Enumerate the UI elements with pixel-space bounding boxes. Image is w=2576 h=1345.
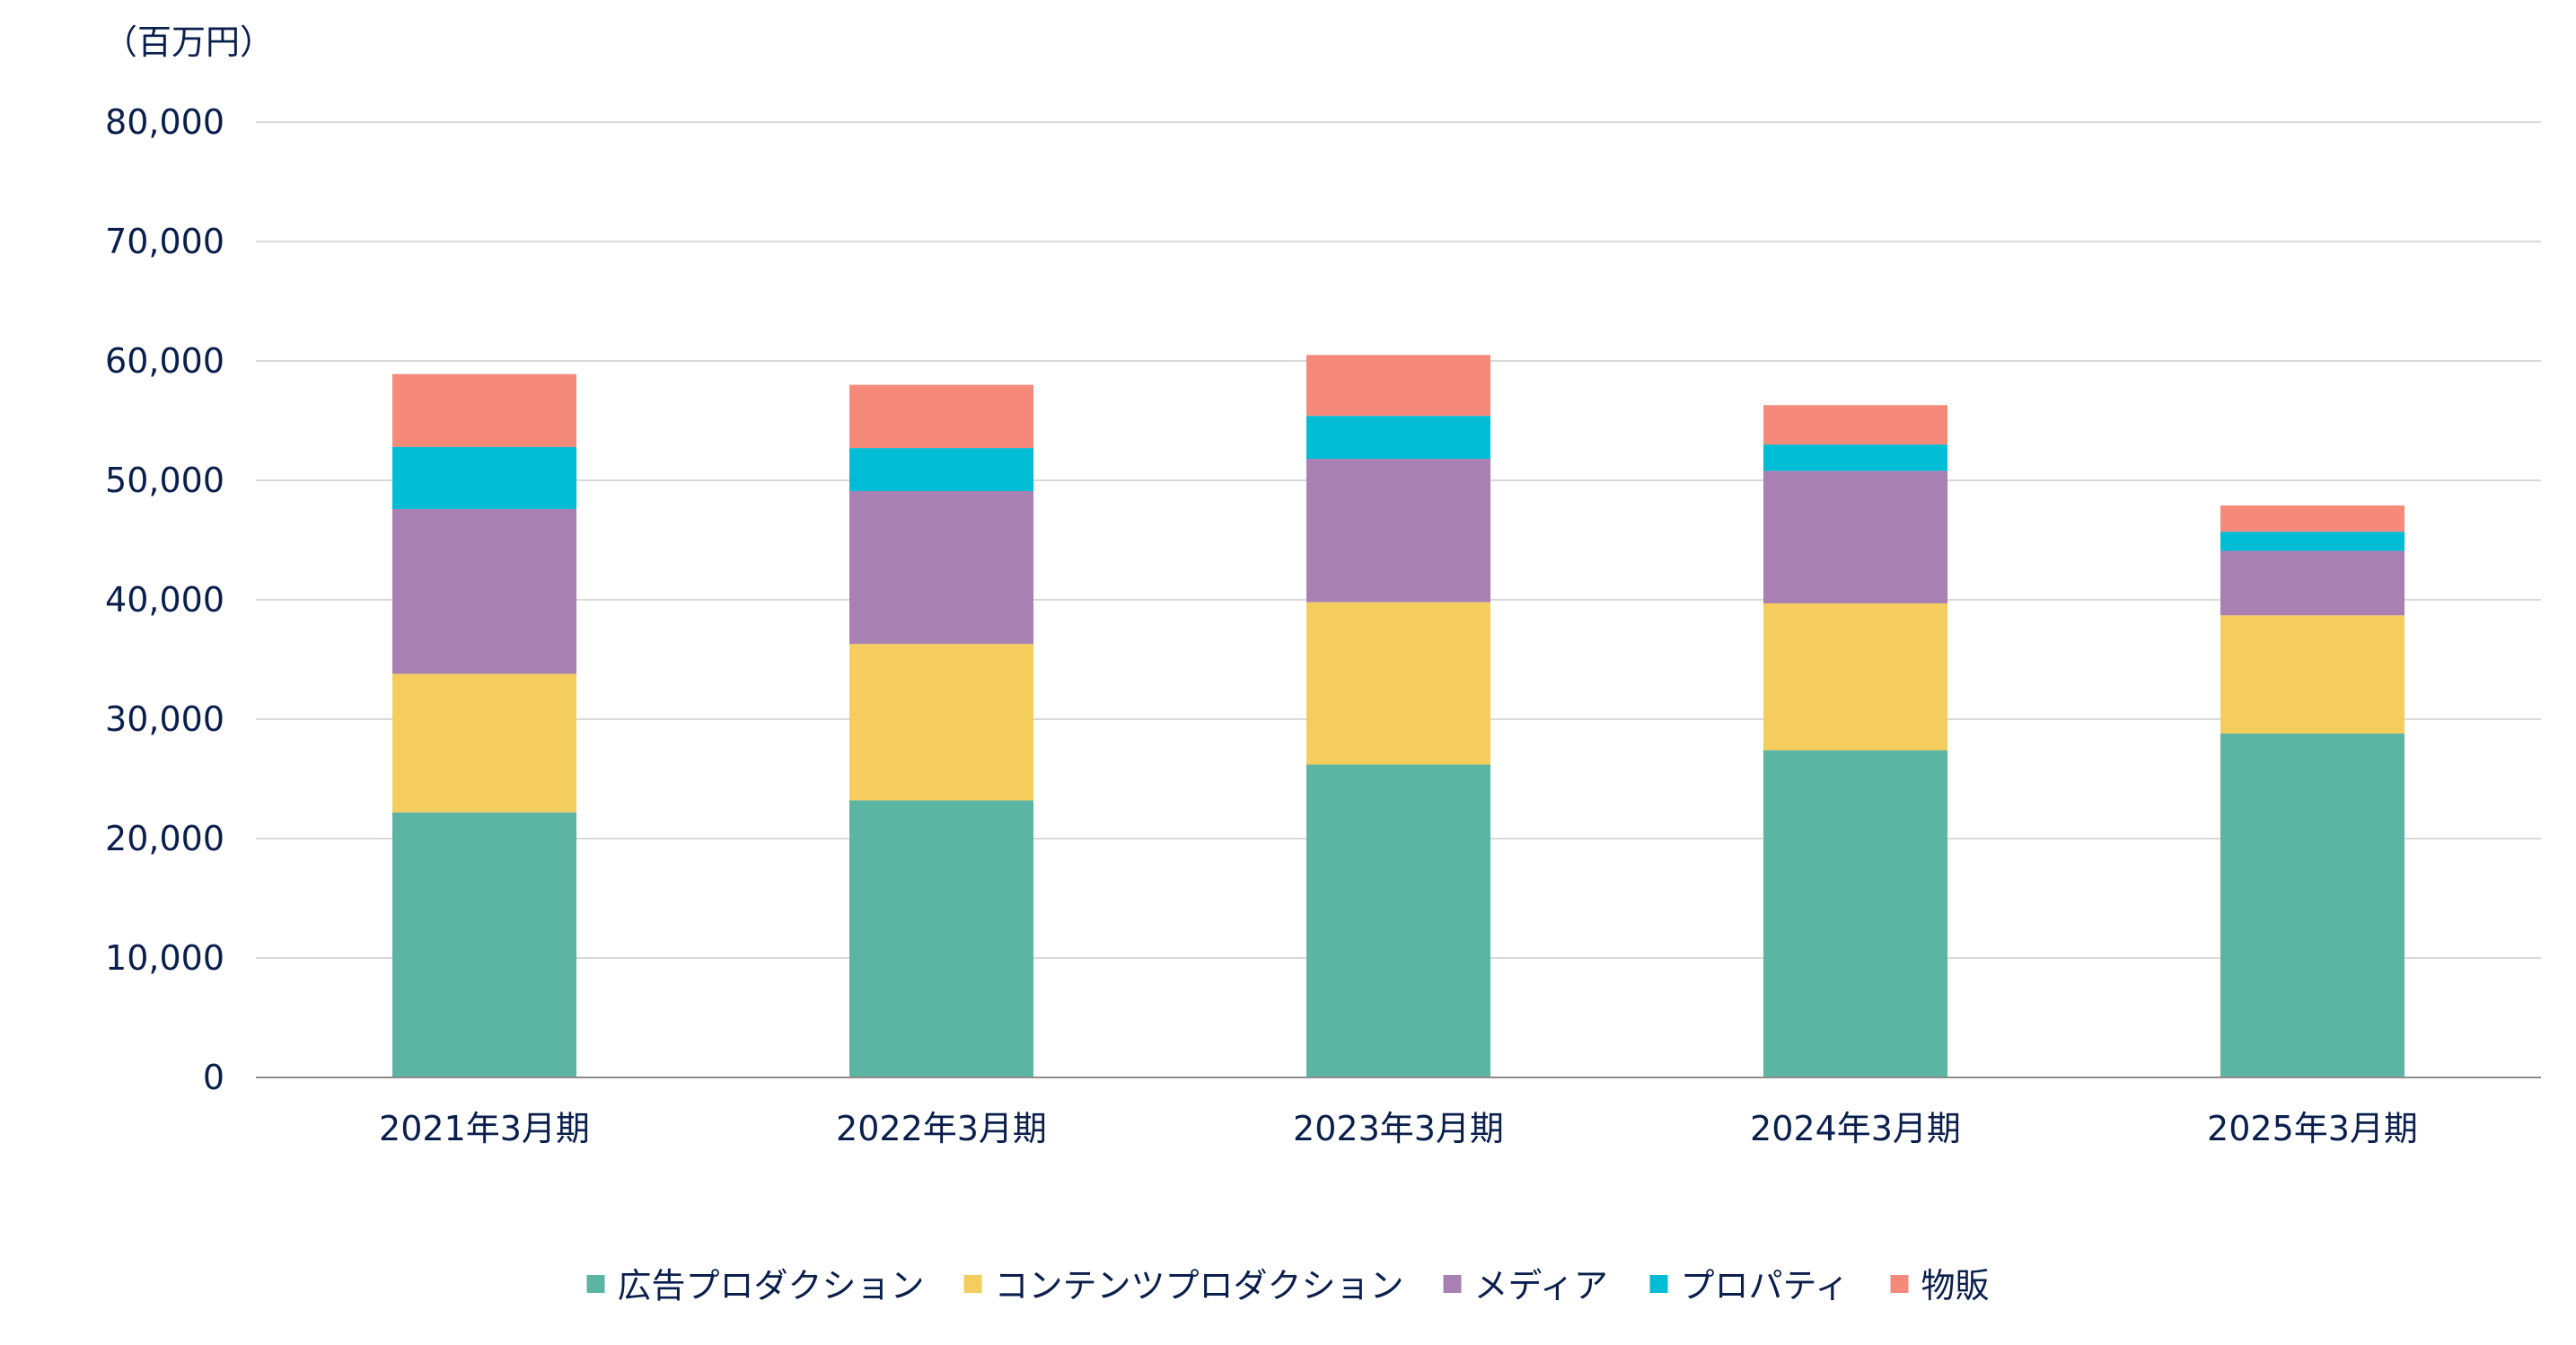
y-tick-label: 70,000 <box>105 222 224 261</box>
bar-stack <box>2220 505 2405 1077</box>
bar-segment <box>1306 355 1490 417</box>
legend: 広告プロダクション コンテンツプロダクション メディア プロパティ 物販 <box>586 1266 1990 1305</box>
bar-segment <box>849 644 1033 801</box>
legend-item: プロパティ <box>1649 1266 1850 1305</box>
bar-segment <box>1763 444 1947 471</box>
bar-segment <box>392 508 576 674</box>
bar-segment <box>1306 764 1490 1077</box>
bar-segment <box>2220 733 2405 1077</box>
bar-stack <box>849 384 1033 1077</box>
bar-segment <box>849 384 1033 449</box>
x-tick-label: 2025年3月期 <box>2207 1109 2418 1148</box>
bar-segment <box>1763 602 1947 751</box>
x-tick-label: 2022年3月期 <box>836 1109 1047 1148</box>
bar-segment <box>392 812 576 1077</box>
legend-label: メディア <box>1474 1266 1608 1305</box>
bar-segment <box>2220 550 2405 616</box>
legend-swatch <box>963 1275 982 1293</box>
bar-segment <box>392 673 576 813</box>
legend-label: 物販 <box>1921 1266 1990 1305</box>
legend-swatch <box>1890 1275 1909 1293</box>
legend-item: 広告プロダクション <box>586 1266 925 1305</box>
bar-segment <box>2220 532 2405 551</box>
bar-segment <box>1763 470 1947 603</box>
legend-item: コンテンツプロダクション <box>963 1266 1404 1305</box>
bar-segment <box>1306 416 1490 460</box>
legend-label: プロパティ <box>1681 1266 1850 1305</box>
bar-segment <box>1306 459 1490 602</box>
bar-segment <box>1763 750 1947 1077</box>
x-axis-tick-labels: 2021年3月期 2022年3月期 2023年3月期 2024年3月期 2025年3月期 <box>379 1109 2418 1148</box>
y-tick-label: 30,000 <box>105 699 224 739</box>
bar-stack <box>1763 405 1947 1077</box>
legend-label: コンテンツプロダクション <box>995 1266 1404 1305</box>
legend-label: 広告プロダクション <box>618 1266 925 1305</box>
y-tick-label: 40,000 <box>105 580 224 620</box>
bar-stacks <box>392 355 2405 1077</box>
legend-swatch <box>1649 1275 1668 1293</box>
y-tick-label: 60,000 <box>105 341 224 381</box>
bar-segment <box>849 490 1033 645</box>
bar-segment <box>849 448 1033 491</box>
y-tick-label: 10,000 <box>105 938 224 978</box>
x-tick-label: 2021年3月期 <box>379 1109 590 1148</box>
bar-stack <box>392 374 576 1077</box>
legend-swatch <box>1443 1275 1462 1293</box>
bar-segment <box>392 374 576 447</box>
legend-item: 物販 <box>1890 1266 1990 1305</box>
y-tick-label: 50,000 <box>105 461 224 500</box>
y-tick-label: 20,000 <box>105 819 224 858</box>
bar-segment <box>849 800 1033 1077</box>
bar-segment <box>1763 405 1947 445</box>
bar-segment <box>1306 602 1490 765</box>
bar-stack <box>1306 355 1490 1077</box>
x-tick-label: 2024年3月期 <box>1750 1109 1961 1148</box>
x-tick-label: 2023年3月期 <box>1293 1109 1504 1148</box>
bar-segment <box>2220 615 2405 734</box>
legend-item: メディア <box>1443 1266 1608 1305</box>
bar-segment <box>2220 505 2405 532</box>
legend-swatch <box>586 1275 605 1293</box>
bar-segment <box>392 446 576 509</box>
y-tick-label: 0 <box>203 1058 224 1097</box>
y-tick-label: 80,000 <box>105 102 224 142</box>
y-axis-unit-label: （百万円） <box>103 22 274 62</box>
y-axis-tick-labels: 0 10,000 20,000 30,000 40,000 50,000 60,000 70,… <box>105 102 224 1097</box>
